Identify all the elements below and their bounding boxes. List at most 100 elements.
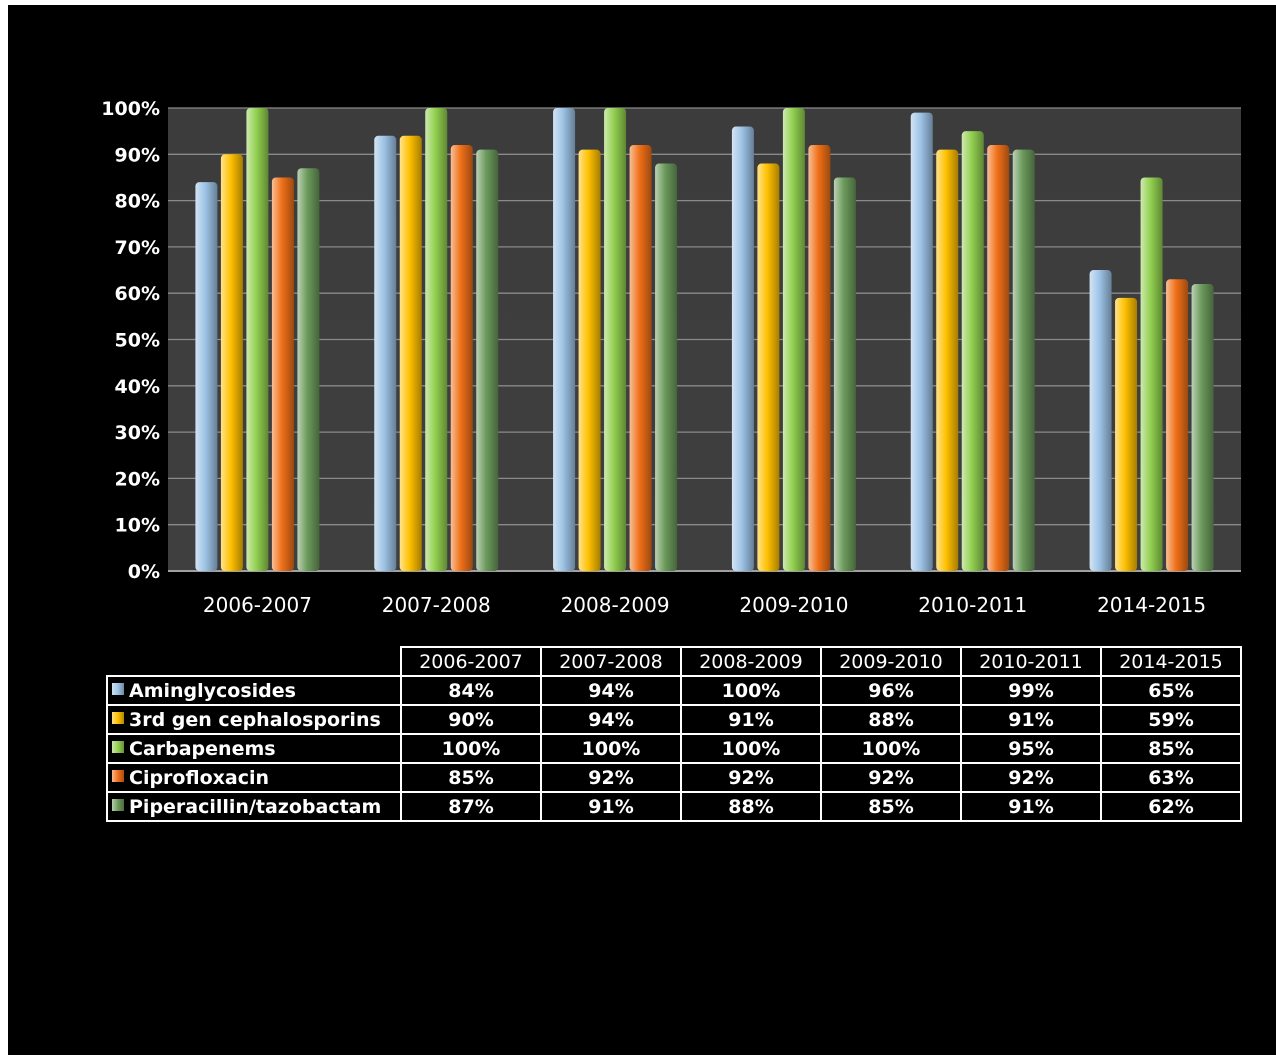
y-tick-label: 70% [115,237,160,259]
table-value-cell: 65% [1100,675,1242,706]
bar [936,149,959,572]
bar [195,182,218,571]
table-value-cell: 62% [1100,791,1242,822]
bar [374,135,397,571]
y-tick-label: 60% [115,283,160,305]
table-value-cell: 85% [1100,733,1242,764]
table-value-cell: 92% [960,762,1102,793]
series-name: Piperacillin/tazobactam [129,795,382,818]
table-value-cell: 85% [400,762,542,793]
table-value-cell: 99% [960,675,1102,706]
table-value-cell: 100% [540,733,682,764]
series-label-cell: Piperacillin/tazobactam [106,791,402,822]
bar [1140,177,1163,571]
bar [910,112,933,571]
x-tick-label: 2007-2008 [382,593,491,617]
series-label-cell: Ciprofloxacin [106,762,402,793]
table-corner-cell [107,647,402,677]
table-value-cell: 91% [960,791,1102,822]
series-name: Aminglycosides [129,679,296,702]
table-value-cell: 96% [820,675,962,706]
x-tick-label: 2006-2007 [203,593,312,617]
table-value-cell: 84% [400,675,542,706]
legend-swatch [112,683,124,695]
bar [425,108,448,571]
table-value-cell: 87% [400,791,542,822]
table-value-cell: 63% [1100,762,1242,793]
bar [808,145,831,572]
table-value-cell: 88% [680,791,822,822]
table-column-header: 2014-2015 [1100,646,1242,677]
table-value-cell: 59% [1100,704,1242,735]
table-value-cell: 100% [680,733,822,764]
table-header-row: 2006-2007 2007-2008 2008-2009 2009-2010 2010… [107,646,1242,677]
table-value-cell: 95% [960,733,1102,764]
series-name: 3rd gen cephalosporins [129,708,381,731]
legend-swatch [112,741,124,753]
y-tick-label: 40% [115,376,160,398]
bar [399,135,422,571]
bar [1166,279,1189,571]
series-name: Ciprofloxacin [129,766,269,789]
table-value-cell: 85% [820,791,962,822]
table-value-cell: 92% [820,762,962,793]
bar [246,108,269,571]
bar [961,131,984,571]
x-tick-label: 2009-2010 [739,593,848,617]
bar [450,145,473,572]
series-label-cell: Carbapenems [106,733,402,764]
bar [1115,297,1138,571]
y-tick-label: 20% [115,468,160,490]
bar [604,108,627,571]
x-tick-label: 2014-2015 [1097,593,1206,617]
bar-chart: 0% 10% 20% 30% 40% 50% 60% 70% 80% 90% 100% 2006-2… [101,98,1241,617]
bar [476,149,499,572]
table-value-cell: 91% [540,791,682,822]
table-value-cell: 100% [680,675,822,706]
table-value-cell: 94% [540,704,682,735]
y-tick-label: 10% [115,515,160,537]
series-label-cell: Aminglycosides [106,675,402,706]
bar [297,168,320,571]
table-value-cell: 91% [680,704,822,735]
table-value-cell: 88% [820,704,962,735]
y-tick-label: 30% [115,422,160,444]
table-value-cell: 94% [540,675,682,706]
legend-swatch [112,770,124,782]
y-tick-label: 80% [115,191,160,213]
bar [271,177,294,571]
bar [553,108,576,571]
table-column-header: 2006-2007 [400,646,542,677]
table-column-header: 2008-2009 [680,646,822,677]
table-value-cell: 91% [960,704,1102,735]
table-column-header: 2009-2010 [820,646,962,677]
series-name: Carbapenems [129,737,276,760]
y-tick-label: 90% [115,144,160,166]
table-row: 3rd gen cephalosporins 90% 94% 91% 88% 91% 59% [106,704,1242,735]
bar [782,108,805,571]
table-value-cell: 90% [400,704,542,735]
table-value-cell: 92% [680,762,822,793]
bar [987,145,1010,572]
bar [757,163,780,571]
table-row: Ciprofloxacin 85% 92% 92% 92% 92% 63% [106,762,1242,793]
legend-swatch [112,799,124,811]
x-tick-label: 2008-2009 [561,593,670,617]
legend-swatch [112,712,124,724]
bar [833,177,856,571]
bar [1089,270,1112,571]
bar [578,149,601,572]
y-tick-label: 0% [128,561,160,583]
data-table: 2006-2007 2007-2008 2008-2009 2009-2010 2010… [106,646,1242,822]
bar [629,145,652,572]
bar [220,154,243,572]
bar [1191,283,1214,571]
table-value-cell: 92% [540,762,682,793]
table-column-header: 2007-2008 [540,646,682,677]
table-row: Piperacillin/tazobactam 87% 91% 88% 85% 91% 62… [106,791,1242,822]
table-value-cell: 100% [820,733,962,764]
bar [1012,149,1035,572]
table-column-header: 2010-2011 [960,646,1102,677]
y-tick-label: 50% [115,330,160,352]
table-value-cell: 100% [400,733,542,764]
